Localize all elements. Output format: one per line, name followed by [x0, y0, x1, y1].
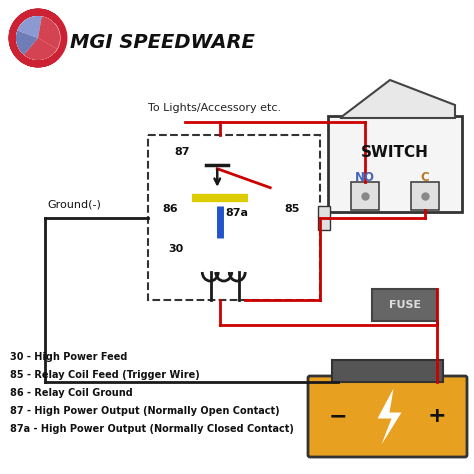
Text: 87: 87 — [174, 147, 190, 157]
Text: 30 - High Power Feed: 30 - High Power Feed — [10, 352, 128, 362]
Polygon shape — [377, 389, 401, 445]
Bar — [332, 360, 443, 382]
Text: 85: 85 — [284, 204, 300, 215]
Text: 87a: 87a — [225, 208, 248, 218]
Polygon shape — [16, 30, 38, 55]
Text: +: + — [428, 407, 447, 427]
Text: 86: 86 — [162, 204, 178, 215]
Text: FUSE: FUSE — [389, 300, 421, 310]
Text: Ground(-): Ground(-) — [47, 200, 101, 210]
Polygon shape — [24, 38, 57, 60]
Polygon shape — [17, 16, 42, 38]
Text: 86 - Relay Coil Ground: 86 - Relay Coil Ground — [10, 388, 133, 398]
Text: 85 - Relay Coil Feed (Trigger Wire): 85 - Relay Coil Feed (Trigger Wire) — [10, 370, 200, 380]
Text: 87a - High Power Output (Normally Closed Contact): 87a - High Power Output (Normally Closed… — [10, 424, 294, 434]
Bar — [411, 182, 439, 210]
Text: MGI SPEEDWARE: MGI SPEEDWARE — [70, 33, 255, 52]
Text: SWITCH: SWITCH — [361, 146, 429, 161]
Polygon shape — [38, 16, 60, 49]
Text: −: − — [328, 407, 347, 427]
Text: 87 - High Power Output (Normally Open Contact): 87 - High Power Output (Normally Open Co… — [10, 406, 280, 416]
Text: C: C — [420, 171, 429, 184]
Text: To Lights/Accessory etc.: To Lights/Accessory etc. — [148, 103, 281, 113]
FancyBboxPatch shape — [328, 116, 462, 212]
Bar — [373, 289, 438, 321]
Bar — [318, 206, 330, 229]
Bar — [351, 182, 379, 210]
Text: 30: 30 — [168, 244, 183, 254]
Text: NO: NO — [355, 171, 375, 184]
FancyBboxPatch shape — [308, 376, 467, 457]
Polygon shape — [340, 80, 455, 118]
